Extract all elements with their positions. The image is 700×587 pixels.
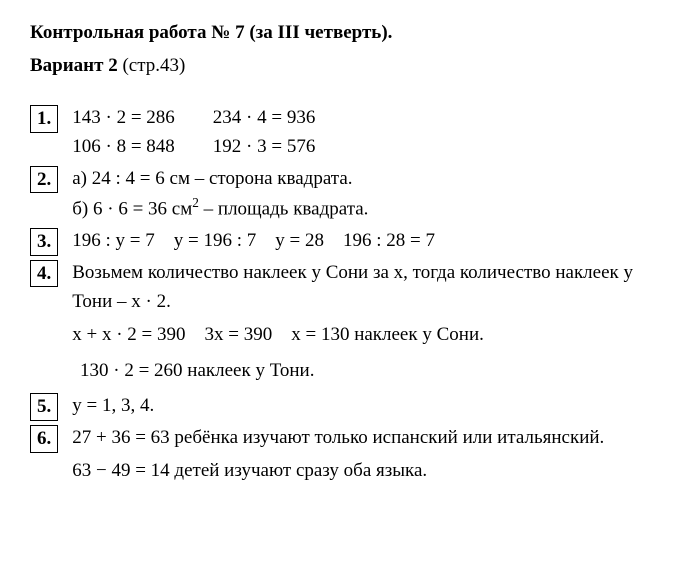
problem-2: 2. а) 24 : 4 = 6 см – сторона квадрата. … xyxy=(30,164,670,224)
problem-body: 143 · 2 = 286 234 · 4 = 936 106 · 8 = 84… xyxy=(72,103,670,162)
problem-body: 27 + 36 = 63 ребёнка изучают только испа… xyxy=(72,423,670,486)
problem-number: 3. xyxy=(30,228,58,256)
text: – площадь квадрата. xyxy=(199,199,369,220)
problem-body: 196 : y = 7 y = 196 : 7 y = 28 196 : 28 … xyxy=(72,226,670,255)
variant-page: (стр.43) xyxy=(118,55,186,76)
eq: 192 · 3 = 576 xyxy=(213,132,316,161)
problem-number: 2. xyxy=(30,166,58,194)
problem-1: 1. 143 · 2 = 286 234 · 4 = 936 106 · 8 =… xyxy=(30,103,670,162)
problem-5: 5. y = 1, 3, 4. xyxy=(30,391,670,421)
line: а) 24 : 4 = 6 см – сторона квадрата. xyxy=(72,164,670,193)
variant-label: Вариант 2 xyxy=(30,55,118,76)
worksheet-page: Контрольная работа № 7 (за III четверть)… xyxy=(0,0,700,486)
problem-number: 6. xyxy=(30,425,58,453)
problem-body: а) 24 : 4 = 6 см – сторона квадрата. б) … xyxy=(72,164,670,224)
problem-4: 4. Возьмем количество наклеек у Сони за … xyxy=(30,258,670,350)
problem-body: y = 1, 3, 4. xyxy=(72,391,670,420)
line: б) 6 · 6 = 36 см2 – площадь квадрата. xyxy=(72,193,670,224)
page-title: Контрольная работа № 7 (за III четверть)… xyxy=(30,18,670,47)
page-subtitle: Вариант 2 (стр.43) xyxy=(30,51,670,80)
problem-4-extra: 130 · 2 = 260 наклеек у Тони. xyxy=(80,356,670,385)
line: x + x · 2 = 390 3x = 390 x = 130 наклеек… xyxy=(72,320,670,349)
eq: 106 · 8 = 848 xyxy=(72,132,175,161)
sup: 2 xyxy=(192,195,199,210)
problem-body: Возьмем количество наклеек у Сони за x, … xyxy=(72,258,670,350)
problem-number: 1. xyxy=(30,105,58,133)
line: 63 − 49 = 14 детей изучают сразу оба язы… xyxy=(72,456,670,485)
line: 27 + 36 = 63 ребёнка изучают только испа… xyxy=(72,423,670,452)
line: 196 : y = 7 y = 196 : 7 y = 28 196 : 28 … xyxy=(72,226,670,255)
problem-3: 3. 196 : y = 7 y = 196 : 7 y = 28 196 : … xyxy=(30,226,670,256)
eq: 143 · 2 = 286 xyxy=(72,103,175,132)
problem-6: 6. 27 + 36 = 63 ребёнка изучают только и… xyxy=(30,423,670,486)
line: y = 1, 3, 4. xyxy=(72,391,670,420)
text: б) 6 · 6 = 36 см xyxy=(72,199,192,220)
problem-number: 4. xyxy=(30,260,58,288)
problem-number: 5. xyxy=(30,393,58,421)
line: Возьмем количество наклеек у Сони за x, … xyxy=(72,258,670,317)
eq: 234 · 4 = 936 xyxy=(213,103,316,132)
